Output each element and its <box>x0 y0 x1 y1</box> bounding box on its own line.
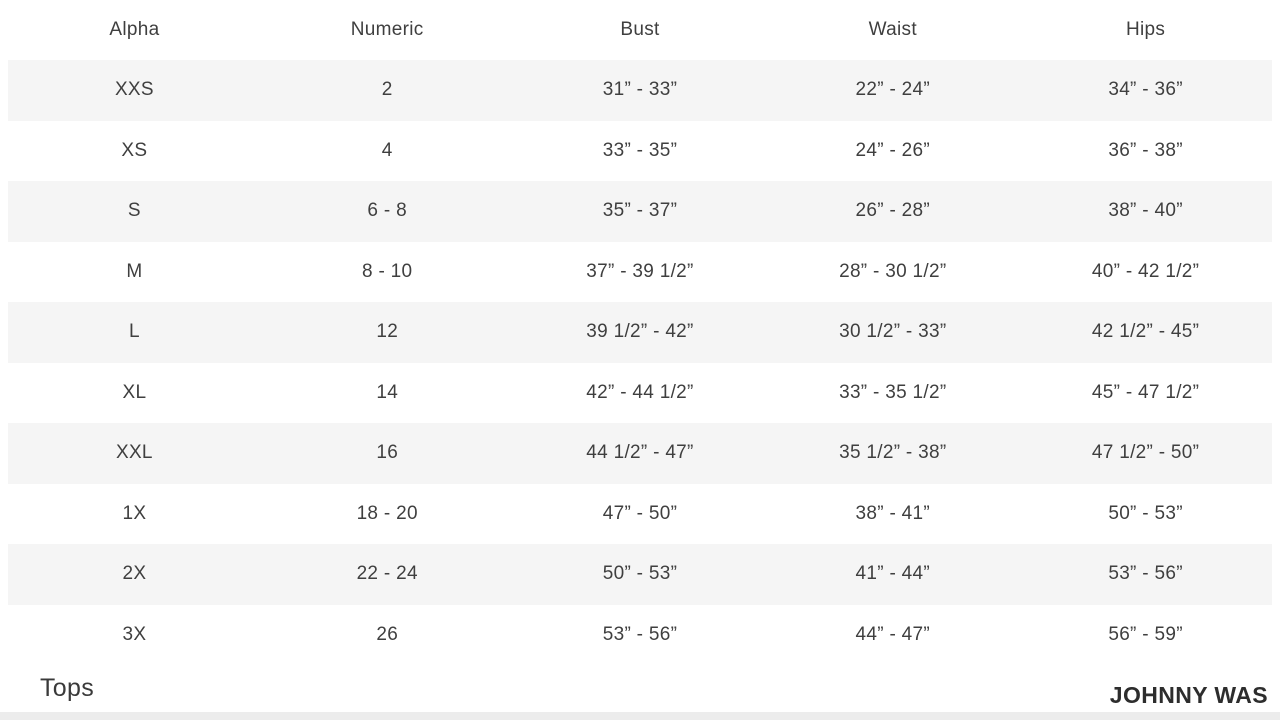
size-cell: 22” - 24” <box>855 79 931 101</box>
brand-logo: JOHNNY WAS <box>1109 682 1268 708</box>
bottom-band <box>0 712 1280 720</box>
size-cell: 53” - 56” <box>602 623 678 645</box>
table-row: XS 4 33” - 35” 24” - 26” 36” - 38” <box>8 120 1272 181</box>
size-cell: XXS <box>114 79 154 101</box>
size-cell: 39 1/2” - 42” <box>586 321 694 343</box>
size-cell: 53” - 56” <box>1108 563 1183 585</box>
size-cell: 35 1/2” - 38” <box>839 442 947 464</box>
size-cell: 8 - 10 <box>362 260 413 282</box>
size-cell: 28” - 30 1/2” <box>839 260 947 282</box>
size-cell: 41” - 44” <box>855 563 931 585</box>
table-row: 3X 26 53” - 56” 44” - 47” 56” - 59” <box>8 604 1272 665</box>
header-waist: Waist <box>868 19 917 40</box>
size-chart-table: Alpha Numeric Bust Waist Hips XXS 2 31” … <box>8 0 1272 665</box>
size-cell: 50” - 53” <box>602 563 678 585</box>
size-cell: 26 <box>376 623 399 645</box>
table-row: XXL 16 44 1/2” - 47” 35 1/2” - 38” 47 1/… <box>8 423 1272 484</box>
size-cell: 38” - 41” <box>855 502 931 524</box>
size-cell: 3X <box>122 623 147 645</box>
size-cell: 36” - 38” <box>1108 139 1183 161</box>
table-row: XXS 2 31” - 33” 22” - 24” 34” - 36” <box>8 60 1272 121</box>
size-cell: 42” - 44 1/2” <box>586 381 694 403</box>
size-cell: S <box>127 200 141 222</box>
header-bust: Bust <box>620 19 660 40</box>
size-cell: 30 1/2” - 33” <box>839 321 947 343</box>
size-cell: 14 <box>376 381 399 403</box>
size-cell: 26” - 28” <box>855 200 931 222</box>
size-cell: 1X <box>122 502 147 524</box>
table-row: 2X 22 - 24 50” - 53” 41” - 44” 53” - 56” <box>8 544 1272 605</box>
size-cell: 18 - 20 <box>356 502 418 524</box>
table-row: L 12 39 1/2” - 42” 30 1/2” - 33” 42 1/2”… <box>8 302 1272 363</box>
header-hips: Hips <box>1125 19 1166 40</box>
table-row: 1X 18 - 20 47” - 50” 38” - 41” 50” - 53” <box>8 483 1272 544</box>
size-cell: 47 1/2” - 50” <box>1091 442 1200 464</box>
size-cell: 24” - 26” <box>855 139 931 161</box>
category-label: Tops <box>40 674 95 702</box>
size-cell: L <box>128 321 140 343</box>
size-cell: 4 <box>381 139 393 161</box>
size-cell: 12 <box>376 321 399 343</box>
size-cell: 38” - 40” <box>1108 200 1183 222</box>
footer: Tops JOHNNY WAS <box>0 665 1280 712</box>
table-row: XL 14 42” - 44 1/2” 33” - 35 1/2” 45” - … <box>8 362 1272 423</box>
table-row: S 6 - 8 35” - 37” 26” - 28” 38” - 40” <box>8 181 1272 242</box>
size-cell: XL <box>122 381 147 403</box>
size-cell: 50” - 53” <box>1108 502 1183 524</box>
size-cell: 47” - 50” <box>602 502 678 524</box>
size-cell: 40” - 42 1/2” <box>1091 260 1200 282</box>
size-cell: 35” - 37” <box>602 200 678 222</box>
size-cell: 31” - 33” <box>602 79 678 101</box>
size-cell: 2X <box>122 563 147 585</box>
size-cell: 34” - 36” <box>1108 79 1183 101</box>
size-cell: 33” - 35” <box>602 139 678 161</box>
size-cell: 44 1/2” - 47” <box>586 442 694 464</box>
size-cell: 22 - 24 <box>356 563 418 585</box>
header-alpha: Alpha <box>109 19 160 40</box>
size-cell: 37” - 39 1/2” <box>586 260 694 282</box>
size-cell: 6 - 8 <box>367 200 407 222</box>
size-cell: 56” - 59” <box>1108 623 1183 645</box>
size-cell: 33” - 35 1/2” <box>839 381 947 403</box>
size-cell: 45” - 47 1/2” <box>1091 381 1200 403</box>
size-cell: 44” - 47” <box>855 623 931 645</box>
size-cell: 2 <box>381 79 393 101</box>
header-numeric: Numeric <box>350 19 424 40</box>
size-cell: M <box>126 260 143 282</box>
size-cell: XXL <box>115 442 153 464</box>
size-cell: 42 1/2” - 45” <box>1091 321 1200 343</box>
size-cell: 16 <box>376 442 399 464</box>
header-row: Alpha Numeric Bust Waist Hips <box>8 0 1272 60</box>
table-row: M 8 - 10 37” - 39 1/2” 28” - 30 1/2” 40”… <box>8 241 1272 302</box>
size-cell: XS <box>121 139 148 161</box>
